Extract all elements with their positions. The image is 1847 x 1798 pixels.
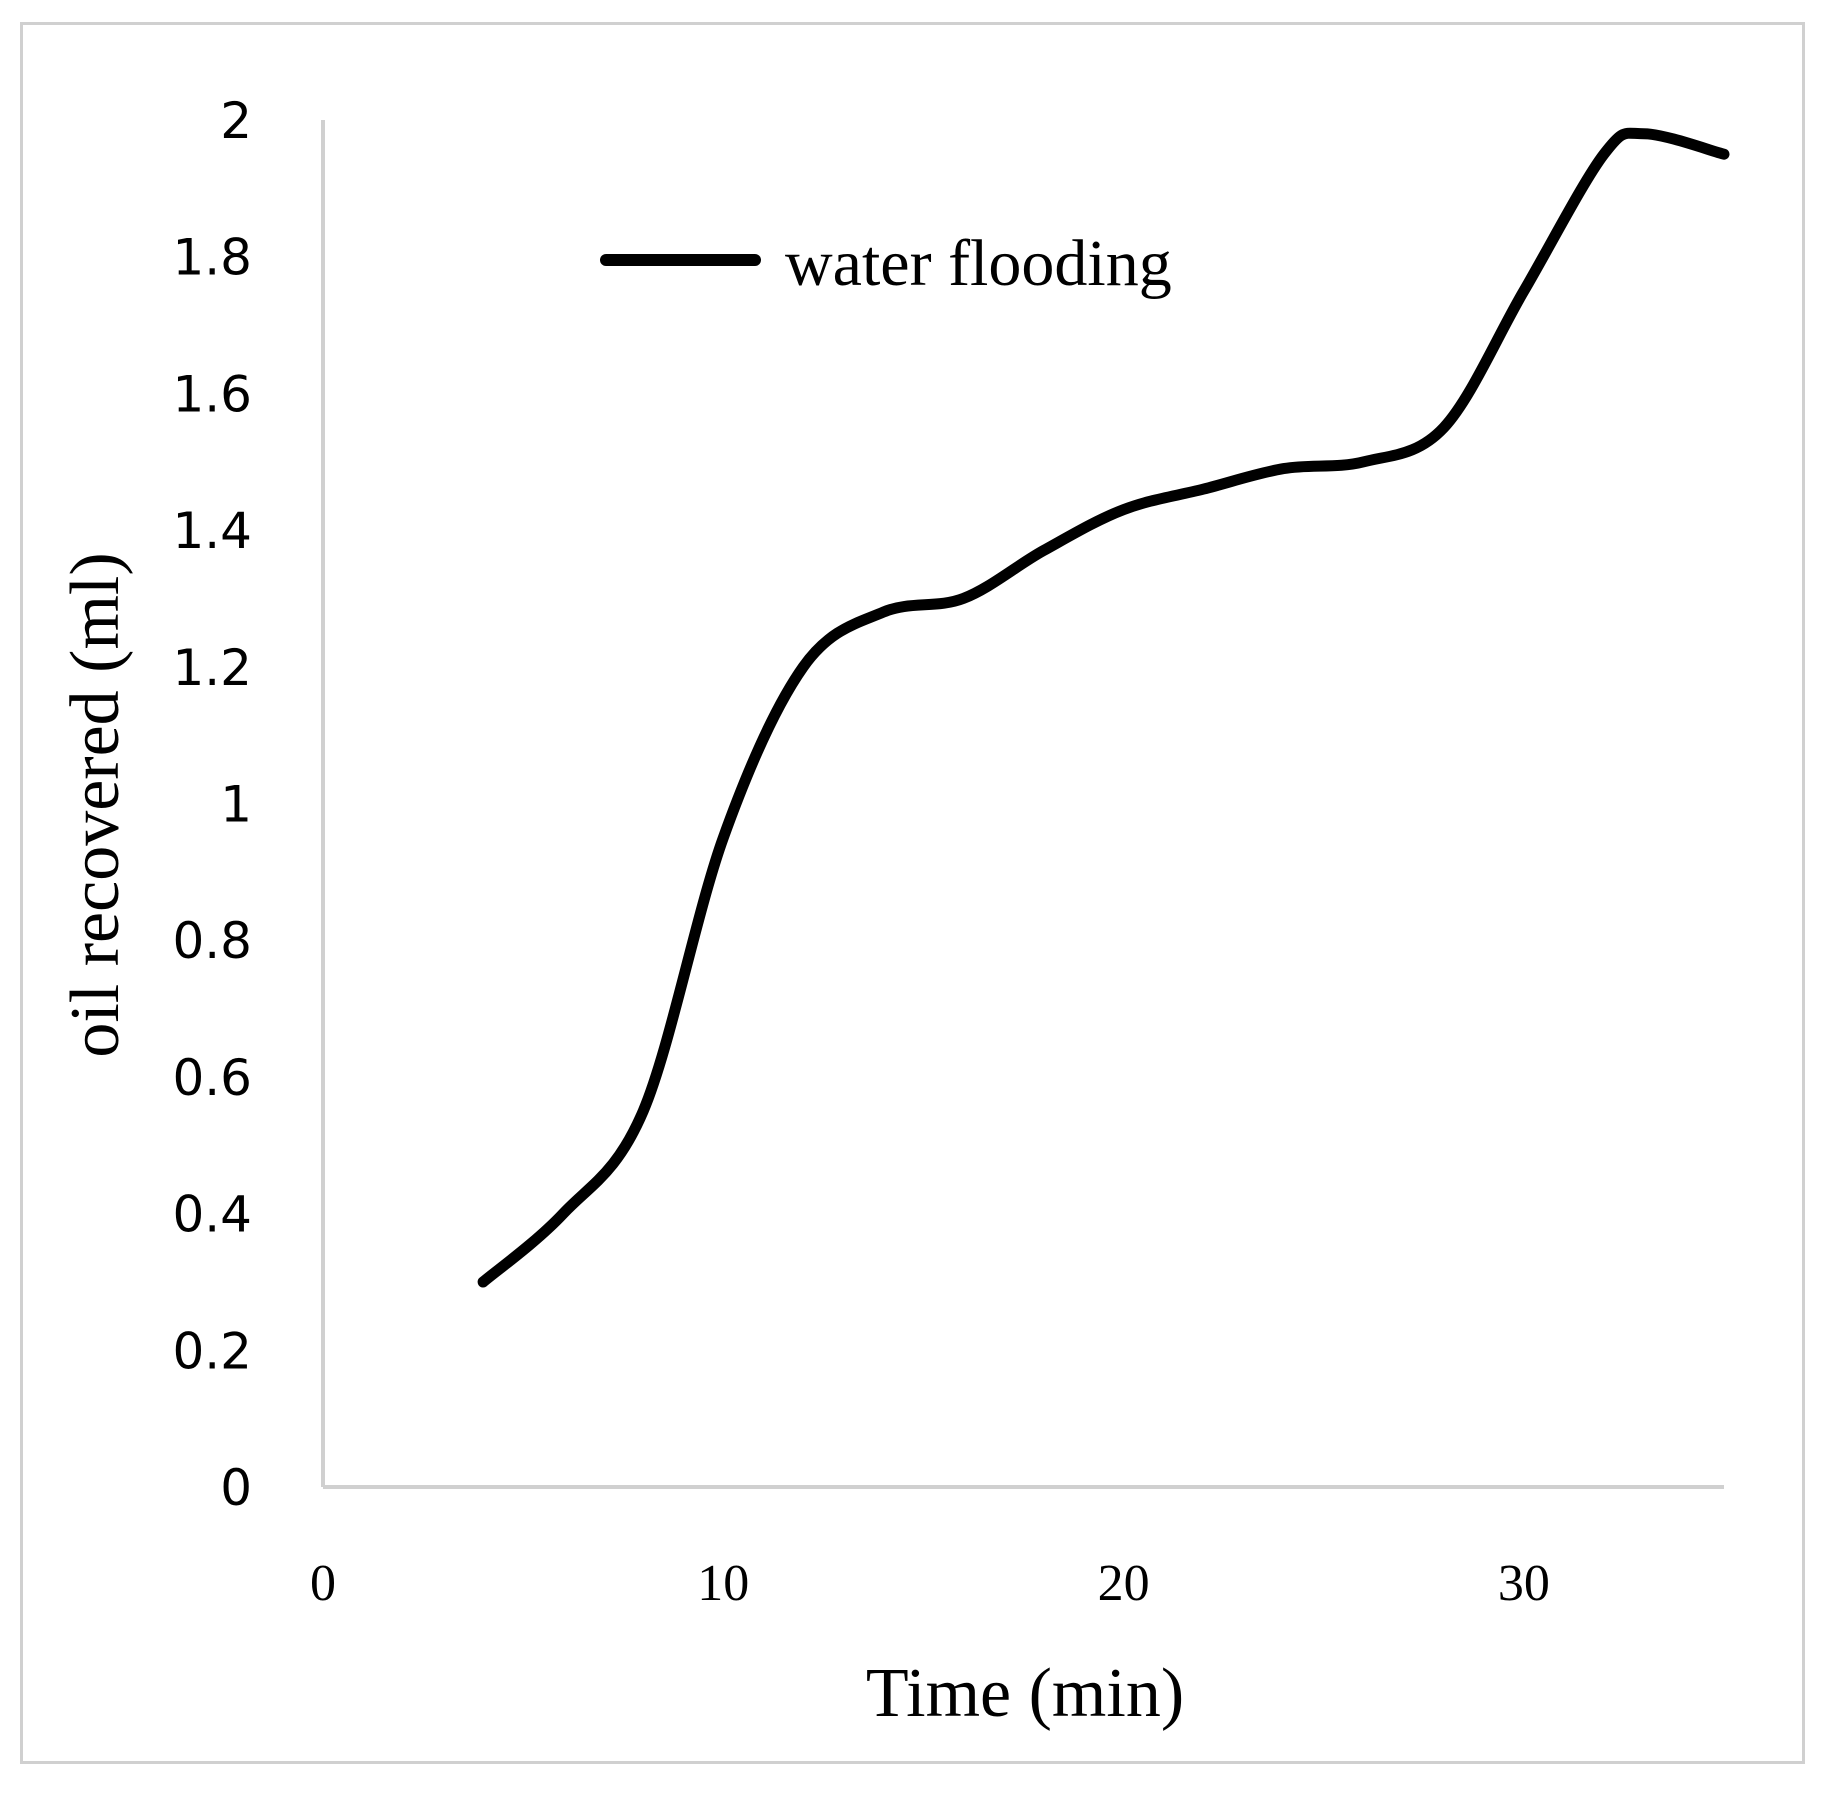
y-tick-label: 1.6 bbox=[172, 365, 252, 423]
y-tick-label: 0 bbox=[220, 1459, 252, 1517]
x-tick-labels: 0 10 20 30 bbox=[310, 1555, 1550, 1612]
y-tick-label: 1.2 bbox=[172, 639, 252, 697]
y-tick-label: 2 bbox=[220, 92, 252, 150]
axes bbox=[321, 120, 1724, 1489]
y-axis-title: oil recovered (ml) bbox=[57, 552, 134, 1057]
x-tick-label: 0 bbox=[310, 1555, 336, 1612]
x-tick-label: 10 bbox=[697, 1555, 749, 1612]
legend-label: water flooding bbox=[785, 227, 1172, 300]
y-tick-label: 0.4 bbox=[172, 1186, 252, 1244]
y-tick-label: 1.8 bbox=[172, 229, 252, 287]
x-tick-label: 20 bbox=[1098, 1555, 1150, 1612]
y-tick-label: 0.6 bbox=[172, 1049, 252, 1107]
x-tick-label: 30 bbox=[1498, 1555, 1550, 1612]
y-tick-labels: 0 0.2 0.4 0.6 0.8 1 1.2 1.4 1.6 1.8 2 bbox=[172, 92, 252, 1517]
series-line-water-flooding bbox=[477, 127, 1730, 1288]
y-tick-label: 0.2 bbox=[172, 1322, 252, 1380]
series-layer bbox=[477, 127, 1730, 1288]
y-tick-label: 1.4 bbox=[172, 502, 252, 560]
legend: water flooding bbox=[600, 227, 1172, 300]
y-tick-label: 1 bbox=[220, 776, 252, 834]
y-tick-label: 0.8 bbox=[172, 912, 252, 970]
x-axis-title: Time (min) bbox=[866, 1655, 1184, 1732]
